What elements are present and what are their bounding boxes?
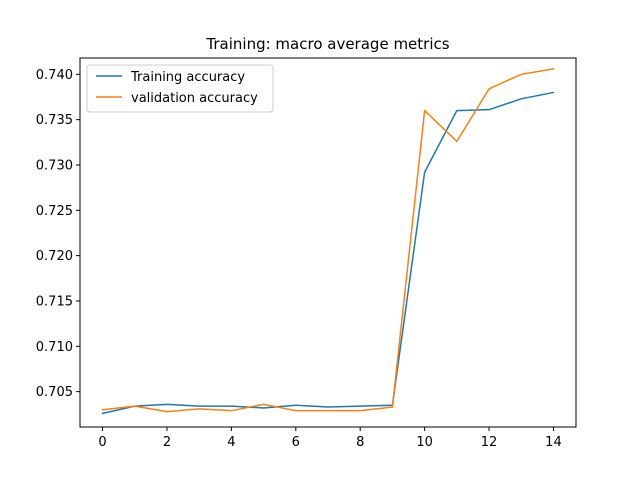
legend-label-1: Training accuracy [130, 70, 245, 85]
series-line-2 [101, 68, 555, 413]
x-tick-label: 14 [545, 435, 562, 450]
x-tick-label: 10 [416, 435, 433, 450]
y-tick-label: 0.725 [36, 204, 73, 219]
y-tick-label: 0.735 [36, 113, 73, 128]
x-tick-label: 8 [356, 435, 364, 450]
y-tick-label: 0.710 [36, 340, 73, 355]
y-tick-label: 0.705 [36, 385, 73, 400]
x-tick-label: 12 [481, 435, 498, 450]
plot-area [101, 68, 555, 415]
legend-box [86, 64, 274, 113]
legend-label-2: validation accuracy [131, 91, 258, 106]
axes-frame [79, 57, 577, 428]
chart-title: Training: macro average metrics [205, 35, 449, 53]
x-tick-label: 4 [227, 435, 235, 450]
legend: Training accuracy validation accuracy [86, 64, 274, 113]
x-tick-label: 0 [98, 435, 106, 450]
y-tick-label: 0.730 [36, 158, 73, 173]
y-tick-label: 0.740 [36, 68, 73, 83]
x-tick-label: 6 [292, 435, 300, 450]
y-tick-label: 0.720 [36, 249, 73, 264]
series-line-1 [101, 91, 555, 415]
x-tick-label: 2 [163, 435, 171, 450]
y-tick-label: 0.715 [36, 294, 73, 309]
